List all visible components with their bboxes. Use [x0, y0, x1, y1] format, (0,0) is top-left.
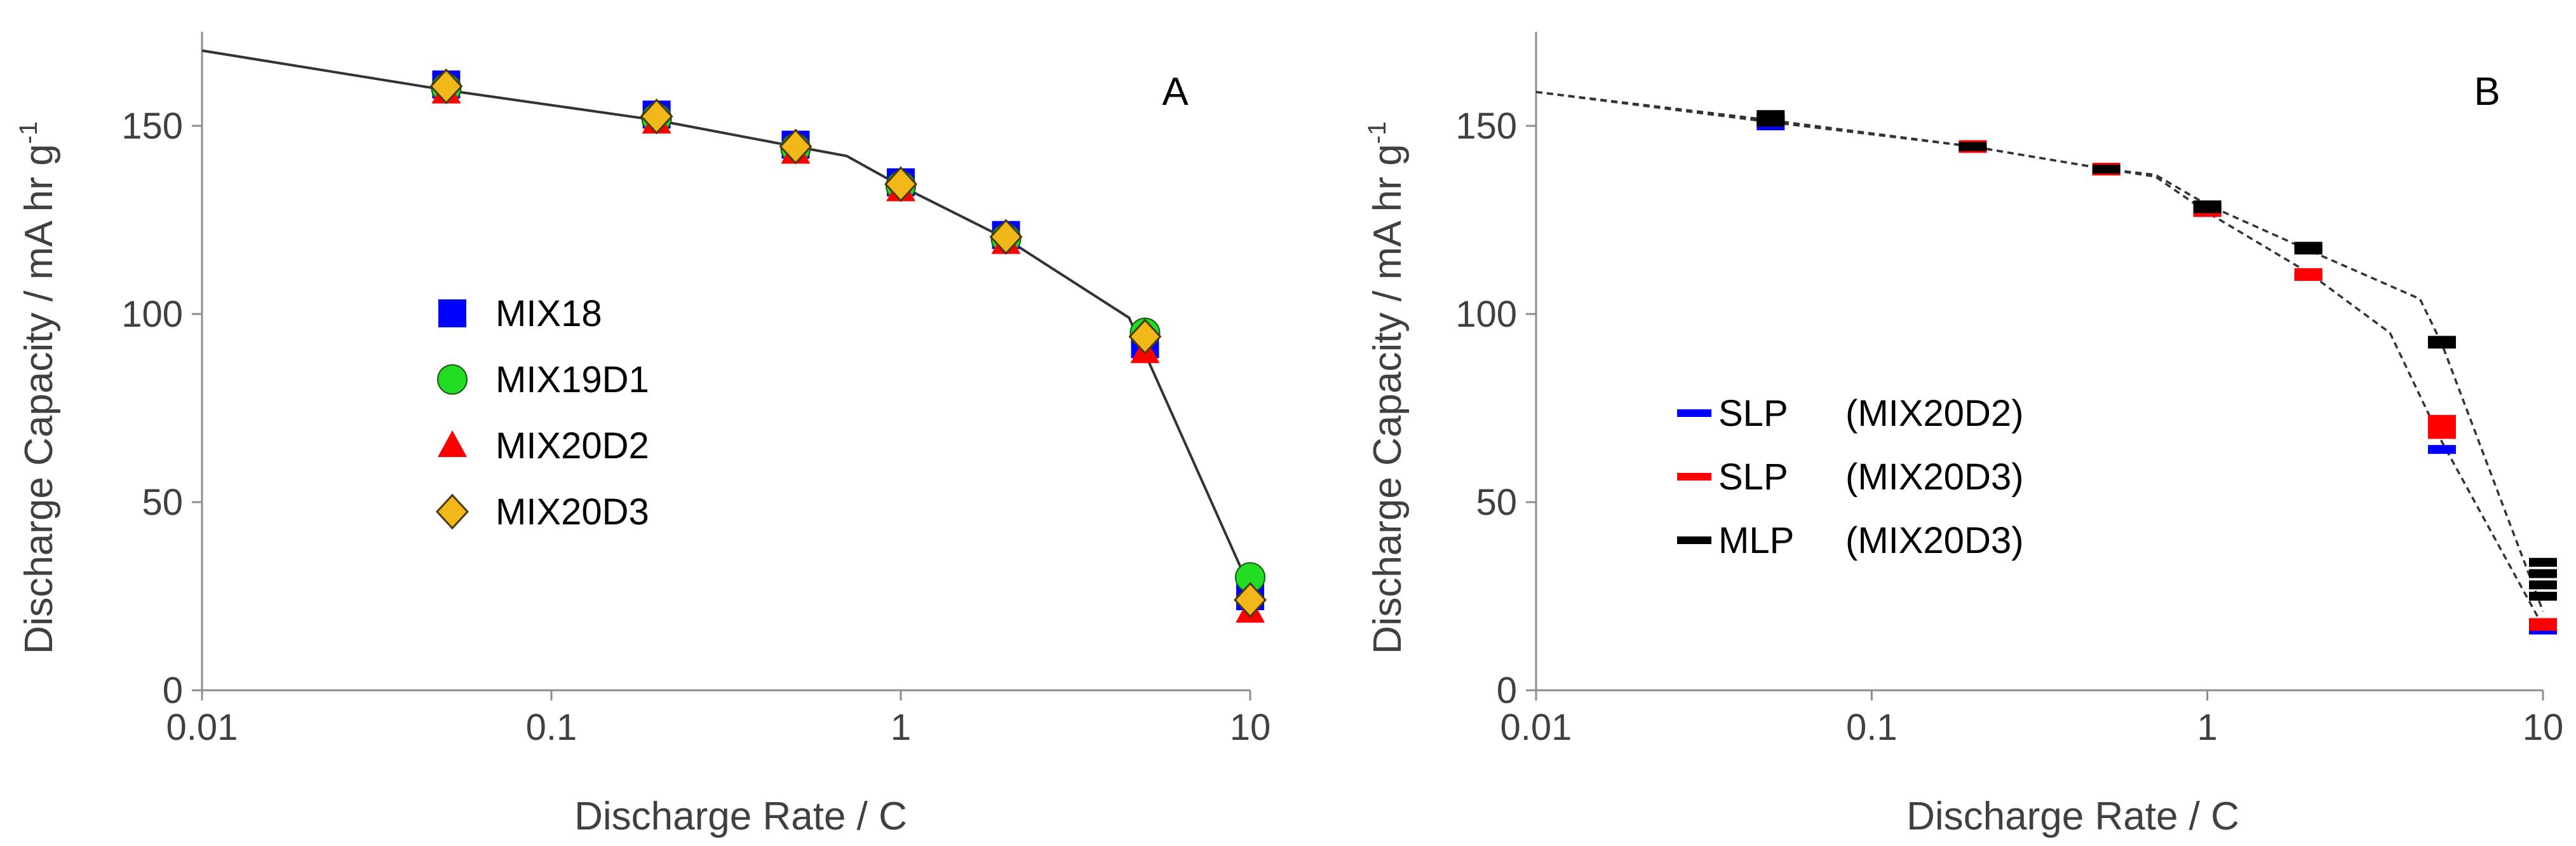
x-tick-label: 0.1: [526, 707, 577, 748]
legend: SLP (MIX20D2) SLP (MIX20D3) MLP (MIX20D3): [1677, 393, 2023, 561]
y-tick-label: 50: [1476, 482, 1517, 523]
y-tick-label: 100: [1455, 294, 1517, 335]
legend-swatch: [1677, 473, 1711, 481]
data-point: [1959, 142, 1987, 151]
legend-label: MLP: [1718, 520, 1794, 561]
legend-label-suffix: (MIX20D2): [1845, 393, 2023, 434]
data-point: [2294, 245, 2323, 255]
data-point: [2427, 414, 2456, 424]
legend-swatch: [435, 493, 469, 530]
data-point: [2529, 580, 2557, 590]
data-point: [1128, 318, 1162, 355]
legend-swatch: [1677, 409, 1711, 417]
x-tick-label: 10: [1230, 707, 1271, 748]
data-point: [989, 219, 1023, 255]
chart-panel-b: Discharge Capacity / mA hr g-1 Discharge…: [1363, 32, 2563, 838]
data-point: [2193, 204, 2222, 214]
data-point: [2294, 271, 2323, 281]
data-point: [2092, 165, 2121, 174]
data-point: [2529, 622, 2557, 631]
x-tick-label: 1: [2197, 707, 2218, 748]
legend-label: SLP: [1718, 393, 1788, 434]
x-tick-label: 10: [2523, 707, 2564, 748]
fit-line: [201, 49, 1251, 590]
data-point: [1233, 582, 1267, 618]
data-point: [779, 128, 813, 165]
legend-swatch: [1677, 536, 1711, 544]
data-point: [2529, 569, 2557, 578]
data-point: [2427, 339, 2456, 349]
x-axis-title-a: Discharge Rate / C: [574, 795, 907, 838]
data-point: [2427, 422, 2456, 432]
legend-label-suffix: (MIX20D3): [1845, 520, 2023, 561]
x-tick-label: 0.01: [166, 707, 238, 748]
y-tick-label: 0: [1497, 670, 1517, 711]
legend-swatch: [438, 299, 466, 327]
y-axis-title-b: Discharge Capacity / mA hr g-1: [1363, 121, 1410, 654]
data-point: [429, 68, 463, 105]
data-point: [2529, 557, 2557, 567]
panel-label-a: A: [1162, 70, 1189, 114]
x-tick-label: 0.1: [1846, 707, 1898, 748]
y-tick-label: 100: [121, 294, 183, 335]
legend-swatch: [438, 430, 467, 457]
data-point: [2427, 445, 2456, 454]
fit-line: [1535, 90, 2544, 612]
legend-swatch: [437, 364, 468, 395]
legend: MIX18 MIX19D1 MIX20D2 MIX20D3: [435, 293, 649, 533]
x-tick-label: 0.01: [1500, 707, 1572, 748]
x-axis-title-b: Discharge Rate / C: [1906, 795, 2239, 838]
data-point: [640, 98, 673, 135]
legend-label: MIX20D2: [496, 425, 649, 467]
legend-label: MIX18: [496, 293, 602, 334]
data-point: [884, 166, 918, 202]
chart-panel-a: Discharge Capacity / mA hr g-1 Discharge…: [15, 32, 1271, 838]
legend-label: MIX20D3: [496, 491, 649, 533]
data-point: [2529, 592, 2557, 601]
y-axis-title-a: Discharge Capacity / mA hr g-1: [15, 121, 61, 654]
legend-label: MIX19D1: [496, 359, 649, 400]
y-tick-label: 150: [1455, 106, 1517, 147]
y-tick-label: 0: [163, 670, 183, 711]
y-tick-label: 150: [121, 106, 183, 147]
legend-label: SLP: [1718, 456, 1788, 498]
data-point: [1757, 118, 1785, 127]
fit-line: [1535, 90, 2544, 627]
y-tick-label: 50: [142, 482, 183, 523]
panel-label-b: B: [2474, 70, 2500, 114]
x-tick-label: 1: [891, 707, 911, 748]
legend-label-suffix: (MIX20D3): [1845, 456, 2023, 498]
data-point: [2427, 430, 2456, 439]
